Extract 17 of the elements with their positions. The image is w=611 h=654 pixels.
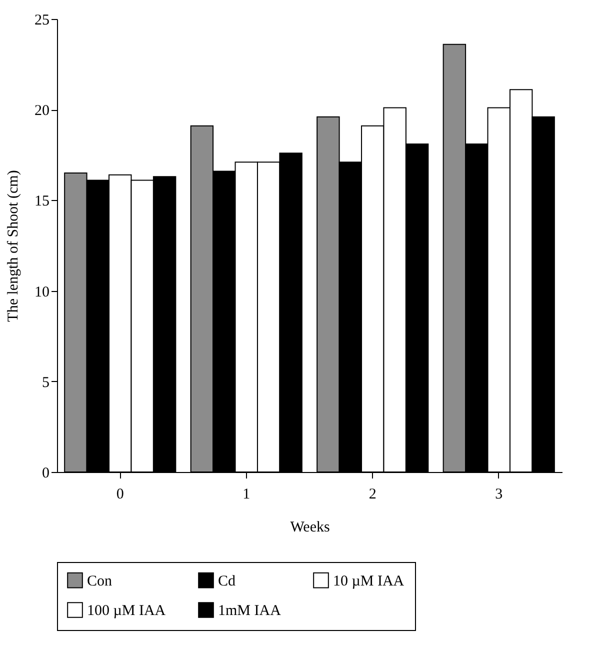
y-tick-label: 15 xyxy=(34,194,50,210)
y-axis-title: The length of Shoot (cm) xyxy=(6,170,22,322)
x-tick-label: 3 xyxy=(495,486,503,502)
y-tick-label: 5 xyxy=(42,374,50,391)
y-tick-label: 20 xyxy=(34,103,50,120)
legend-label: Con xyxy=(87,573,113,590)
x-tick-label: 0 xyxy=(116,486,124,502)
legend-label: 100 µM IAA xyxy=(87,603,166,619)
legend-label: 1mM IAA xyxy=(218,603,282,619)
x-axis-title: Weeks xyxy=(290,520,330,536)
x-tick-label: 2 xyxy=(368,486,376,502)
y-tick-label: 25 xyxy=(34,12,50,28)
y-tick-label: 0 xyxy=(42,466,50,482)
y-tick-label: 10 xyxy=(34,284,50,300)
legend-label: 10 µM IAA xyxy=(333,573,404,590)
x-tick-label: 1 xyxy=(242,486,250,502)
legend-label: Cd xyxy=(218,573,236,590)
